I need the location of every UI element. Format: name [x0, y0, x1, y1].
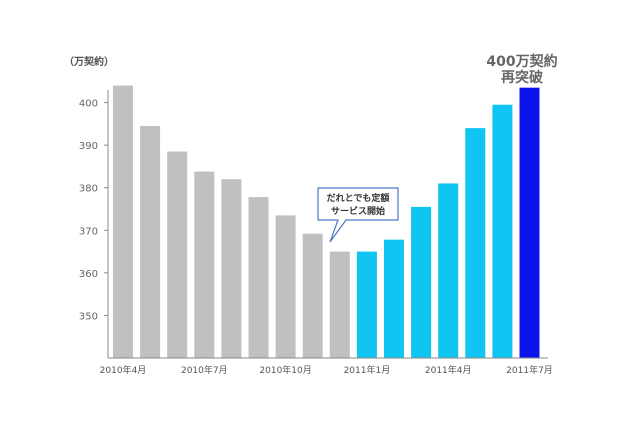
x-tick-label: 2010年10月: [259, 364, 311, 376]
bar: [384, 239, 404, 358]
headline-line-1: 400万契約: [486, 53, 557, 70]
bar: [302, 233, 323, 358]
bar: [194, 171, 215, 358]
bar: [492, 104, 513, 358]
bar: [221, 179, 242, 358]
bar: [140, 125, 161, 358]
x-tick-label: 2011年4月: [425, 364, 472, 376]
milestone-headline: 400万契約 再突破: [486, 53, 557, 86]
bar: [329, 251, 350, 358]
y-tick-label: 360: [79, 269, 98, 280]
y-tick-label: 380: [79, 184, 98, 195]
bar: [519, 87, 540, 359]
x-tick-label: 2011年7月: [506, 364, 553, 376]
y-axis: 350 360 370 380 390 400: [79, 90, 109, 358]
y-tick-label: 350: [79, 311, 98, 322]
bar: [465, 128, 486, 358]
callout-line-2: サービス開始: [331, 205, 385, 217]
x-tick-label: 2011年1月: [344, 364, 391, 376]
bar: [275, 215, 296, 358]
x-tick-label: 2010年7月: [181, 364, 228, 376]
x-axis: 2010年4月 2010年7月 2010年10月 2011年1月 2011年4月 2011…: [100, 357, 553, 376]
headline-line-2: 再突破: [501, 69, 543, 86]
y-tick-label: 390: [79, 141, 98, 152]
bar: [356, 251, 377, 358]
bar: [248, 197, 269, 358]
y-tick-label: 400: [79, 99, 98, 110]
callout-line-1: だれとでも定額: [327, 192, 390, 204]
bar: [411, 206, 432, 358]
bar: [113, 85, 133, 359]
bar: [438, 183, 459, 358]
y-axis-unit-label: （万契約）: [64, 55, 114, 68]
service-launch-callout: だれとでも定額 サービス開始: [317, 187, 399, 243]
y-tick-label: 370: [79, 226, 98, 237]
bar: [167, 151, 188, 358]
x-tick-label: 2010年4月: [100, 364, 147, 376]
bar-series: [113, 85, 540, 359]
callout-bubble: [317, 187, 399, 243]
